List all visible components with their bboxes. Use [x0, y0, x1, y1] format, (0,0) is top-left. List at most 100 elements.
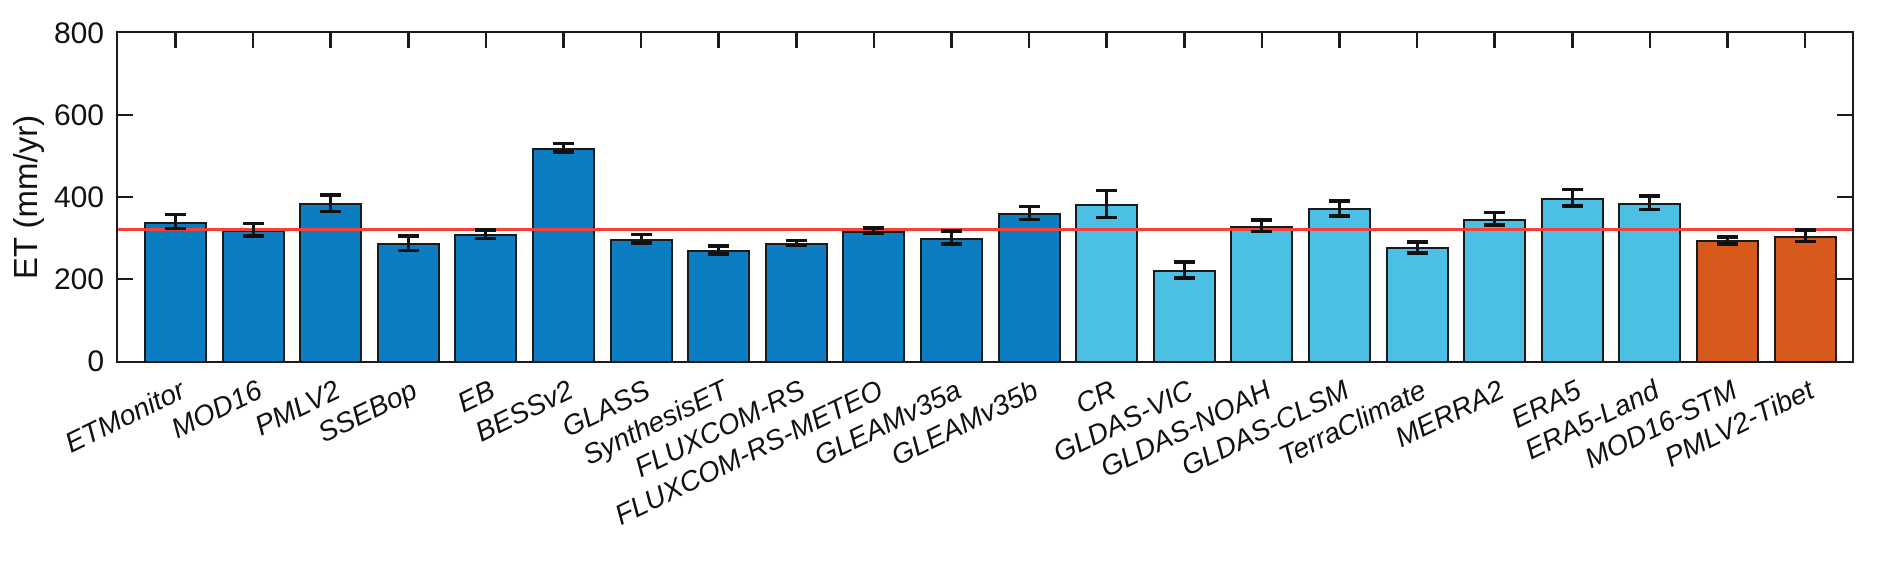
y-tick-label: 400 — [53, 180, 104, 214]
error-bar-cap-top — [1639, 194, 1661, 198]
error-bar-line — [174, 214, 177, 229]
error-bar-line — [484, 230, 488, 239]
x-tick-top — [484, 33, 488, 48]
error-bar-line — [251, 223, 255, 236]
bar-MOD16 — [221, 229, 285, 361]
x-tick-top — [562, 33, 565, 48]
bar-FLUXCOM-RS-METEO — [842, 230, 906, 361]
error-bar-cap-top — [1018, 204, 1040, 209]
bar-TerraClimate — [1385, 247, 1449, 361]
bar-SynthesisET — [687, 249, 751, 361]
error-bar-cap-bottom — [1484, 223, 1506, 227]
y-tick-right — [1837, 277, 1852, 281]
x-tick-top — [407, 33, 410, 48]
error-bar-line — [1338, 201, 1341, 216]
error-bar-cap-bottom — [165, 226, 186, 231]
error-bar-cap-bottom — [553, 150, 574, 154]
error-bar-cap-top — [941, 229, 962, 233]
error-bar-line — [1648, 196, 1652, 210]
y-tick-label: 200 — [53, 262, 104, 296]
error-bar-cap-bottom — [1018, 217, 1040, 222]
error-bar-line — [1105, 190, 1109, 218]
x-tick-top — [950, 33, 953, 48]
error-bar-cap-top — [785, 238, 807, 243]
bar-FLUXCOM-RS — [764, 242, 828, 361]
x-tick-top — [1571, 33, 1574, 48]
error-bar-line — [794, 240, 798, 246]
bar-GLASS — [609, 238, 673, 361]
error-bar-line — [329, 194, 333, 212]
bar-GLDAS-VIC — [1152, 269, 1216, 361]
error-bar-line — [1493, 212, 1497, 225]
error-bar-cap-bottom — [1406, 251, 1428, 255]
error-bar-cap-top — [553, 141, 574, 146]
x-tick-top — [1260, 33, 1264, 48]
error-bar-cap-bottom — [242, 234, 264, 238]
error-bar-cap-top — [863, 226, 885, 230]
error-bar-line — [1803, 229, 1807, 242]
error-bar-cap-bottom — [1329, 214, 1350, 218]
x-tick-top — [329, 33, 332, 48]
plot-area — [116, 31, 1854, 363]
bar-PMLV2-Tibet — [1773, 235, 1837, 361]
error-bar-line — [950, 231, 953, 245]
x-tick-top — [795, 33, 798, 48]
error-bar-cap-top — [475, 228, 497, 232]
bar-ERA5 — [1540, 197, 1604, 361]
x-tick-top — [1415, 33, 1419, 48]
error-bar-cap-top — [630, 232, 652, 237]
y-tick-label: 800 — [53, 16, 104, 50]
x-tick-top — [251, 33, 255, 48]
error-bar-cap-bottom — [630, 241, 652, 245]
x-tick-top — [872, 33, 876, 48]
x-tick-top — [1183, 33, 1186, 48]
error-bar-line — [1260, 219, 1264, 232]
y-tick-label: 600 — [53, 98, 104, 132]
error-bar-line — [562, 143, 565, 152]
bar-ETMonitor — [144, 221, 207, 361]
bar-BESSv2 — [532, 147, 595, 361]
bar-EB — [454, 234, 518, 361]
error-bar-cap-top — [1251, 218, 1273, 222]
bar-GLEAMv35a — [920, 237, 983, 361]
error-bar-line — [1726, 237, 1729, 244]
error-bar-line — [1027, 206, 1031, 220]
error-bar-cap-bottom — [1096, 215, 1118, 220]
error-bar-cap-top — [1717, 235, 1738, 239]
error-bar-cap-bottom — [1561, 204, 1583, 208]
y-tick-right — [1837, 113, 1852, 117]
error-bar-cap-bottom — [397, 248, 419, 253]
error-bar-cap-bottom — [320, 209, 342, 214]
error-bar-cap-top — [1484, 210, 1506, 215]
error-bar-cap-top — [1406, 240, 1428, 244]
bar-MOD16-STM — [1696, 240, 1759, 361]
x-tick-top — [1493, 33, 1496, 48]
bar-PMLV2 — [299, 203, 363, 361]
error-bar-cap-top — [320, 193, 342, 197]
error-bar-line — [1182, 261, 1186, 279]
y-tick-left — [118, 195, 133, 199]
error-bar-cap-bottom — [1639, 207, 1661, 212]
error-bar-cap-top — [708, 244, 730, 248]
error-bar-line — [1570, 189, 1574, 207]
bar-SSEBop — [376, 243, 440, 361]
error-bar-line — [639, 234, 643, 243]
error-bar-cap-bottom — [1717, 242, 1738, 246]
x-tick-top — [1338, 33, 1341, 48]
x-tick-labels: ETMonitor MOD16 PMLV2 SSEBop EB BESSv2 GLASS Sy… — [59, 374, 1854, 564]
x-tick-top — [1648, 33, 1652, 48]
error-bar-cap-bottom — [1173, 276, 1195, 280]
bar-MERRA2 — [1463, 218, 1527, 361]
error-bar-cap-top — [1329, 199, 1350, 203]
x-tick-top — [174, 33, 177, 48]
error-bar-line — [717, 245, 721, 254]
y-tick-left — [118, 277, 133, 281]
error-bar-line — [406, 235, 410, 251]
error-bar-line — [872, 228, 876, 234]
bar-ERA5-Land — [1618, 202, 1682, 361]
error-bar-cap-bottom — [475, 236, 497, 241]
error-bar-line — [1415, 242, 1419, 253]
y-tick-left — [118, 113, 133, 117]
bar-GLDAS-NOAH — [1230, 225, 1294, 361]
